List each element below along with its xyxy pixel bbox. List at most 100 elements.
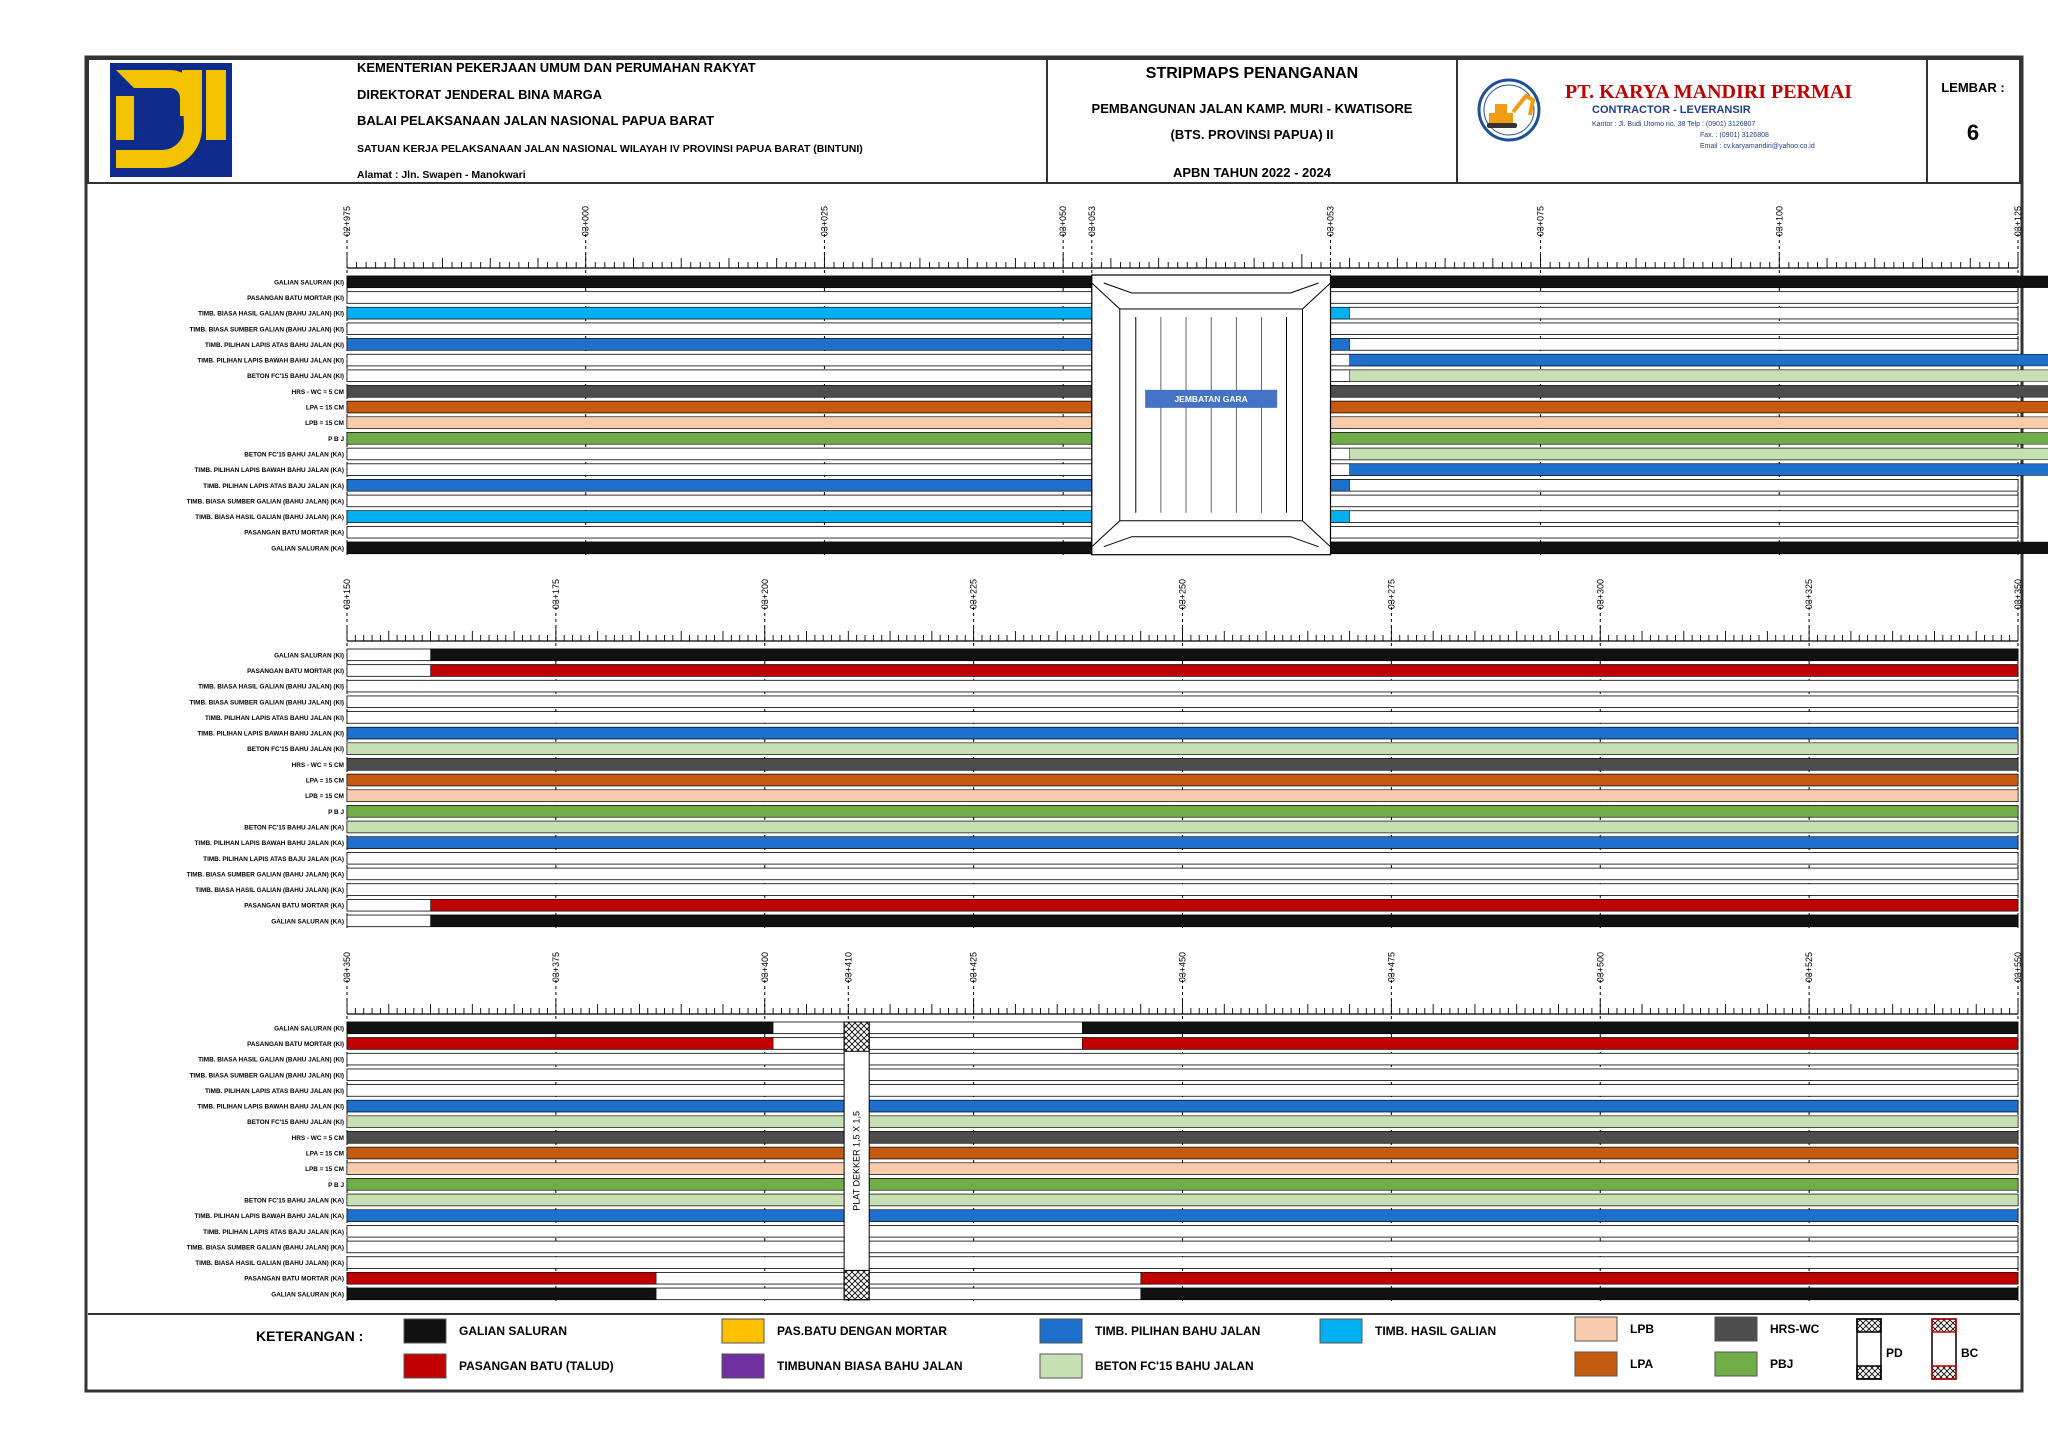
- layer-segment: [346, 307, 1093, 320]
- layer-label: P B J: [328, 809, 344, 816]
- station-label: 03+075: [1536, 206, 1546, 236]
- layer-segment: [1349, 463, 2048, 476]
- legend-swatch: [1039, 1353, 1083, 1379]
- legend-swatch: [1714, 1351, 1758, 1377]
- layer-label: TIMB. BIASA HASIL GALIAN (BAHU JALAN) (K…: [198, 684, 344, 691]
- layer-segment: [346, 1287, 657, 1300]
- legend-label: LPA: [1630, 1357, 1653, 1371]
- layer-row: [346, 852, 2019, 865]
- layer-row: [346, 867, 2019, 881]
- layer-label: HRS - WC = 5 CM: [292, 1135, 344, 1142]
- ministry-line-4: SATUAN KERJA PELAKSANAAN JALAN NASIONAL …: [357, 143, 863, 155]
- layer-label: BETON FC'15 BAHU JALAN (KA): [244, 824, 344, 831]
- ministry-line-2: DIREKTORAT JENDERAL BINA MARGA: [357, 87, 603, 102]
- station-label: 03+300: [1595, 579, 1605, 609]
- layer-label: TIMB. BIASA SUMBER GALIAN (BAHU JALAN) (…: [189, 326, 344, 333]
- layer-label: LPA = 15 CM: [306, 1151, 344, 1158]
- bridge-label: JEMBATAN GARA: [1174, 394, 1247, 404]
- layer-segment: [1349, 447, 2048, 461]
- station-label: 03+053: [1087, 206, 1097, 236]
- layer-label: TIMB. BIASA HASIL GALIAN (BAHU JALAN) (K…: [198, 311, 344, 318]
- layer-label: TIMB. PILIHAN LAPIS ATAS BAJU JALAN (KA): [203, 1229, 344, 1236]
- station-label: 03+350: [342, 952, 352, 982]
- bridge-label-box: [1145, 389, 1278, 408]
- layer-label: TIMB. PILIHAN LAPIS BAWAH BAHU JALAN (KA…: [195, 1213, 344, 1220]
- legend-swatch: [1039, 1318, 1083, 1344]
- layer-segment: [346, 758, 2019, 771]
- layer-segment: [346, 400, 1093, 414]
- layer-label: LPA = 15 CM: [306, 405, 344, 412]
- layer-segment: [346, 789, 2019, 802]
- layer-label: GALIAN SALURAN (KI): [274, 652, 344, 659]
- layer-label: TIMB. PILIHAN LAPIS ATAS BAHU JALAN (KI): [205, 1088, 344, 1095]
- station-label: 03+175: [551, 579, 561, 609]
- layer-label: GALIAN SALURAN (KI): [274, 1025, 344, 1032]
- station-label: 02+975: [342, 206, 352, 236]
- station-label: 03+425: [969, 952, 979, 982]
- layer-segment: [1330, 385, 2048, 398]
- layer-row: [346, 1240, 2019, 1254]
- layer-segment: [1330, 307, 1350, 320]
- layer-row: [346, 1256, 2019, 1269]
- station-label: 03+350: [2013, 579, 2023, 609]
- layer-label: TIMB. BIASA HASIL GALIAN (BAHU JALAN) (K…: [195, 887, 344, 894]
- project-subtitle: (BTS. PROVINSI PAPUA) II: [1171, 127, 1334, 142]
- legend-bc: BC: [1931, 1318, 1979, 1380]
- legend: KETERANGAN : GALIAN SALURAN PASANGAN BATU…: [88, 1313, 2020, 1380]
- layer-segment: [1330, 432, 2048, 445]
- layer-label: GALIAN SALURAN (KA): [271, 918, 344, 925]
- legend-label: TIMB. PILIHAN BAHU JALAN: [1095, 1324, 1260, 1338]
- layer-label: PASANGAN BATU MORTAR (KI): [247, 295, 344, 302]
- legend-label: TIMBUNAN BIASA BAHU JALAN: [777, 1359, 963, 1373]
- strip-panels: 02+975 03+000 03+025 03+050 03+053 03+053 03+0…: [187, 206, 2048, 1302]
- layer-segment: [1330, 400, 2048, 414]
- station-label: 03+410: [843, 952, 853, 982]
- layer-segment: [346, 1131, 2019, 1144]
- station-label: 03+100: [1774, 206, 1784, 236]
- legend-swatch: [403, 1318, 447, 1344]
- layer-segment: [1140, 1287, 2019, 1300]
- excavator-logo-icon: [1477, 78, 1541, 142]
- layer-label: P B J: [328, 436, 344, 443]
- pd-hatch-bottom: [843, 1269, 870, 1301]
- layer-label: BETON FC'15 BAHU JALAN (KA): [244, 451, 344, 458]
- layer-row: [346, 1052, 2019, 1066]
- layer-segment: [346, 1146, 2019, 1160]
- layer-segment: [346, 1193, 2019, 1207]
- layer-label: TIMB. PILIHAN LAPIS ATAS BAHU JALAN (KI): [205, 715, 344, 722]
- station-label: 03+400: [760, 952, 770, 982]
- layer-segment: [430, 914, 2019, 927]
- layer-segment: [346, 541, 1093, 554]
- layer-label: P B J: [328, 1182, 344, 1189]
- legend-label: PD: [1886, 1346, 1903, 1360]
- ministry-line-3: BALAI PELAKSANAAN JALAN NASIONAL PAPUA B…: [357, 113, 714, 128]
- legend-label: BETON FC'15 BAHU JALAN: [1095, 1359, 1254, 1373]
- layer-segment: [1081, 1037, 2019, 1050]
- pu-logo-icon: [110, 63, 232, 177]
- layer-label: TIMB. BIASA SUMBER GALIAN (BAHU JALAN) (…: [187, 871, 344, 878]
- layer-label: HRS - WC = 5 CM: [292, 762, 344, 769]
- layer-segment: [346, 836, 2019, 849]
- layer-label: LPB = 15 CM: [305, 1166, 344, 1173]
- strip-panel-1: 02+975 03+000 03+025 03+050 03+053 03+053 03+0…: [187, 206, 2048, 556]
- layer-segment: [1140, 1272, 2019, 1285]
- legend-label: BC: [1961, 1346, 1979, 1360]
- plat-dekker: PLAT DEKKER 1,5 X 1,5: [843, 1021, 870, 1301]
- layer-label: LPA = 15 CM: [306, 778, 344, 785]
- layer-label: TIMB. PILIHAN LAPIS BAWAH BAHU JALAN (KI…: [197, 358, 344, 365]
- layer-segment: [346, 1021, 774, 1034]
- company-tagline: CONTRACTOR - LEVERANSIR: [1592, 104, 1751, 116]
- layer-label: PASANGAN BATU MORTAR (KA): [244, 530, 344, 537]
- bridge-plan: JEMBATAN GARA: [1091, 274, 1332, 556]
- layer-label: TIMB. PILIHAN LAPIS BAWAH BAHU JALAN (KI…: [197, 731, 344, 738]
- layer-segment: [1330, 338, 1350, 351]
- layer-label: HRS - WC = 5 CM: [292, 389, 344, 396]
- layer-segment: [1349, 369, 2048, 382]
- layer-segment: [1330, 541, 2048, 554]
- legend-label: LPB: [1630, 1322, 1654, 1336]
- legend-label: TIMB. HASIL GALIAN: [1375, 1324, 1496, 1338]
- layer-label: TIMB. PILIHAN LAPIS ATAS BAJU JALAN (KA): [203, 483, 344, 490]
- layer-segment: [1349, 354, 2048, 367]
- ministry-line-1: KEMENTERIAN PEKERJAAN UMUM DAN PERUMAHAN…: [357, 60, 756, 75]
